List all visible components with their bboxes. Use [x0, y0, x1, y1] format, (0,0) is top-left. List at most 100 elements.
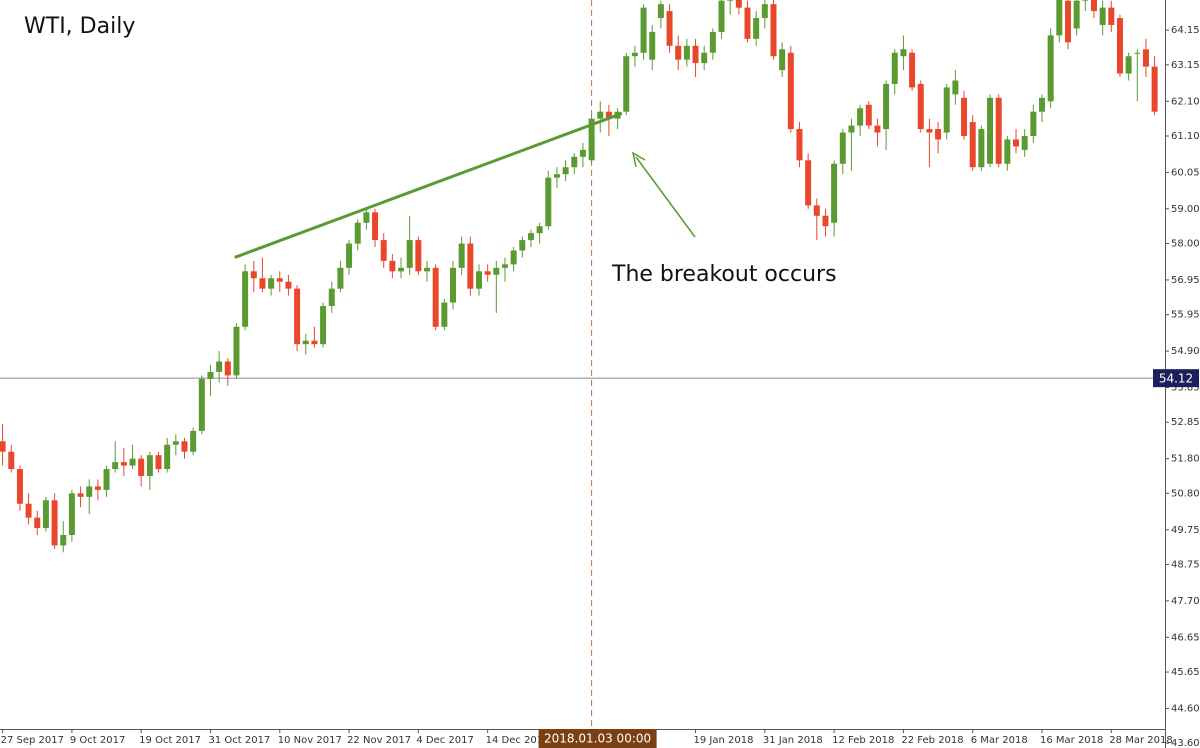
candle-body: [120, 462, 127, 466]
candle-body: [389, 260, 396, 272]
candle-body: [372, 212, 379, 241]
candle-body: [935, 129, 942, 140]
candle-body: [259, 278, 266, 289]
y-tick-label: 49.75: [1171, 525, 1200, 536]
chart-title: WTI, Daily: [24, 14, 135, 39]
candle-body: [268, 278, 275, 289]
candle-body: [42, 500, 49, 529]
candle-body: [1056, 0, 1063, 36]
candle-body: [467, 243, 474, 289]
candle-body: [1090, 0, 1097, 12]
candle-body: [441, 302, 448, 327]
x-tick-label: 16 Mar 2018: [1040, 735, 1103, 746]
candle-body: [146, 455, 153, 476]
y-tick-label: 55.95: [1171, 310, 1200, 321]
x-tick-label: 31 Jan 2018: [763, 735, 823, 746]
candle-body: [1082, 0, 1089, 1]
candle-body: [311, 340, 318, 345]
y-tick-label: 64.15: [1171, 25, 1200, 36]
price-label: 54.12: [1159, 372, 1193, 386]
date-label-box: [538, 729, 657, 748]
candle-body: [346, 243, 353, 268]
candle-body: [60, 534, 67, 546]
candle-body: [623, 56, 630, 112]
candle-body: [285, 281, 292, 289]
candle-body: [649, 31, 656, 60]
x-tick-label: 12 Feb 2018: [832, 735, 894, 746]
candle-body: [969, 122, 976, 168]
candle-body: [631, 52, 638, 57]
candle-body: [675, 45, 682, 60]
candle-body: [112, 462, 119, 470]
candle-body: [501, 264, 508, 268]
annotation: The breakout occurs: [611, 262, 837, 287]
y-tick-label: 56.95: [1171, 275, 1200, 286]
candle-body: [1151, 66, 1158, 112]
candle-body: [302, 340, 309, 345]
candle-body: [320, 306, 327, 345]
candle-body: [536, 226, 543, 234]
candle-body: [727, 0, 734, 1]
candle-body: [796, 129, 803, 161]
candle-body: [718, 0, 725, 32]
x-tick-label: 10 Nov 2017: [278, 735, 342, 746]
x-tick-label: 19 Oct 2017: [139, 735, 201, 746]
candle-body: [0, 441, 6, 452]
candle-body: [987, 97, 994, 164]
candle-body: [424, 267, 431, 272]
candle-body: [891, 52, 898, 84]
candle-body: [753, 18, 760, 39]
x-tick-label: 19 Jan 2018: [694, 735, 754, 746]
x-tick-label: 31 Oct 2017: [208, 735, 270, 746]
candle-body: [493, 267, 500, 275]
price-label-box: [1153, 369, 1199, 388]
candle-body: [822, 215, 829, 227]
x-tick-label: 6 Mar 2018: [971, 735, 1028, 746]
candle-body: [415, 240, 422, 272]
annotation-arrow: [635, 156, 696, 238]
y-tick-label: 63.15: [1171, 60, 1200, 71]
y-tick-label: 46.65: [1171, 632, 1200, 643]
candle-body: [761, 4, 768, 19]
candle-body: [640, 7, 647, 53]
candle-body: [380, 240, 387, 261]
candle-body: [1004, 139, 1011, 164]
candle-body: [770, 4, 777, 57]
candle-body: [588, 118, 595, 161]
candle-body: [398, 267, 405, 272]
candle-body: [917, 83, 924, 130]
candle-body: [805, 160, 812, 206]
candle-body: [943, 87, 950, 133]
candle-body: [190, 430, 197, 452]
candle-body: [692, 45, 699, 64]
candle-body: [701, 52, 708, 64]
candle-body: [1108, 7, 1115, 25]
x-tick-label: 28 Mar 2018: [1109, 735, 1172, 746]
candle-body: [94, 486, 101, 490]
candle-body: [813, 205, 820, 216]
candle-body: [926, 129, 933, 133]
candle-body: [597, 111, 604, 119]
candle-body: [337, 267, 344, 289]
y-tick-label: 53.85: [1171, 383, 1200, 394]
candle-body: [874, 125, 881, 133]
x-tick-label: 27 Sep 2017: [1, 735, 64, 746]
candle-body: [475, 271, 482, 289]
candle-body: [978, 129, 985, 168]
candle-body: [831, 163, 838, 223]
x-tick-label: 9 Oct 2017: [70, 735, 125, 746]
candle-body: [883, 83, 890, 130]
y-tick-label: 60.05: [1171, 167, 1200, 178]
candle-body: [138, 458, 145, 476]
y-tick-label: 43.60: [1171, 738, 1200, 748]
candle-body: [363, 212, 370, 223]
y-tick-label: 52.85: [1171, 417, 1200, 428]
candle-body: [744, 7, 751, 39]
candle-body: [605, 111, 612, 119]
date-label: 2018.01.03 00:00: [544, 732, 651, 746]
x-tick-label: 4 Dec 2017: [416, 735, 474, 746]
candle-body: [666, 11, 673, 46]
candle-body: [787, 52, 794, 130]
y-tick-label: 54.90: [1171, 346, 1200, 357]
